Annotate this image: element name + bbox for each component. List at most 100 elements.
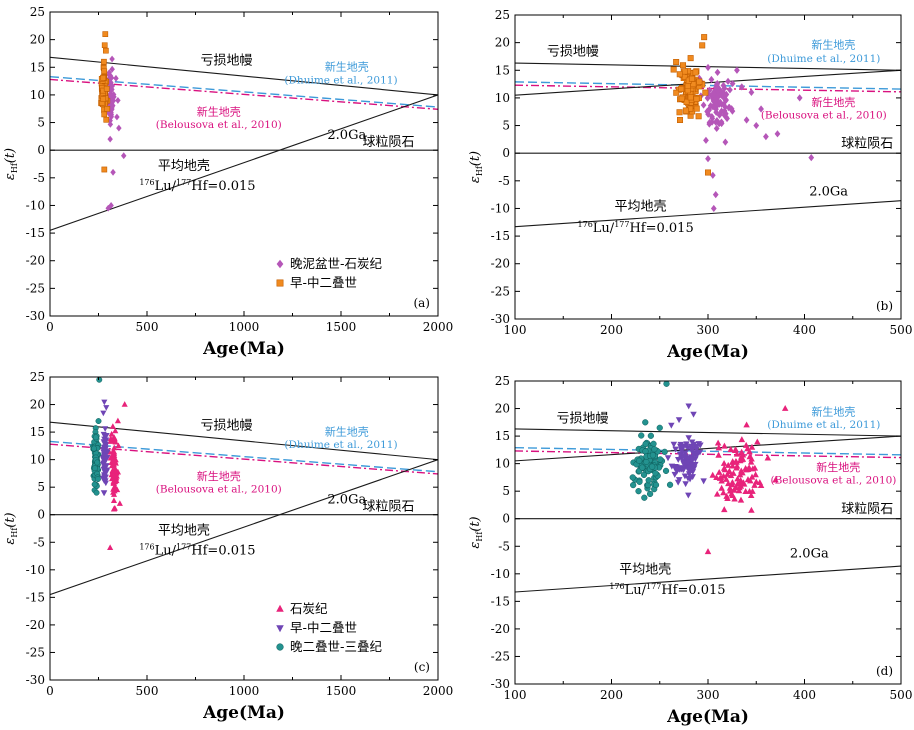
data-point: [91, 465, 98, 472]
x-tick-label: 500: [136, 320, 159, 334]
data-point: [703, 136, 709, 144]
data-point: [635, 488, 642, 495]
y-tick-label: -5: [498, 174, 510, 188]
data-point: [743, 116, 750, 124]
data-point: [675, 417, 683, 424]
y-tick-label: -20: [491, 622, 510, 636]
data-point: [763, 133, 769, 141]
data-point: [642, 419, 649, 426]
data-point: [714, 80, 720, 88]
data-point: [704, 94, 711, 102]
y-tick-label: 15: [30, 60, 45, 74]
data-point: [693, 446, 700, 453]
data-point: [690, 441, 698, 448]
annotation: 新生地壳: [325, 424, 369, 438]
data-point: [105, 204, 111, 212]
data-point: [91, 481, 98, 488]
data-point: [697, 442, 704, 449]
annotation: 176Lu/177Hf=0.015: [139, 178, 255, 194]
annotation: 新生地壳: [811, 38, 855, 52]
data-point: [724, 461, 732, 468]
data-point: [675, 456, 682, 463]
series-1: [664, 403, 707, 499]
data-point: [112, 469, 120, 475]
series-0: [104, 55, 127, 212]
data-point: [680, 62, 687, 69]
data-point: [662, 467, 670, 475]
data-point: [736, 471, 744, 478]
data-point: [747, 492, 755, 499]
panel-c: 0 500 1000 1500 2000 -30 -25 -20 -15 -10 -5 0 5 10 15 2…: [3, 370, 453, 723]
data-point: [738, 448, 745, 455]
data-point: [718, 484, 725, 491]
data-point: [733, 450, 741, 457]
legend-marker: [276, 625, 284, 633]
data-point: [112, 427, 119, 434]
data-point: [681, 473, 689, 480]
y-tick-label: -20: [491, 257, 510, 271]
data-point: [115, 442, 122, 449]
y-tick-label: -10: [491, 567, 510, 581]
data-point: [641, 494, 648, 501]
data-point: [102, 31, 109, 37]
data-point: [689, 474, 696, 481]
y-tick-label: -30: [26, 309, 45, 323]
y-tick-label: -10: [26, 198, 45, 212]
data-point: [116, 124, 122, 132]
annotation: 球粒陨石: [841, 137, 893, 152]
data-point: [111, 448, 118, 455]
data-point: [92, 434, 99, 441]
data-point: [672, 446, 679, 453]
annotation: 176Lu/177Hf=0.015: [578, 220, 694, 236]
data-point: [727, 446, 734, 452]
y-tick-label: 25: [495, 8, 510, 22]
data-point: [121, 152, 127, 160]
data-point: [710, 90, 717, 98]
annotation: (Dhuime et al., 2011): [767, 419, 880, 431]
x-tick-label: 1000: [229, 320, 260, 334]
x-tick-label: 500: [136, 684, 159, 698]
data-point: [716, 111, 723, 119]
data-point: [115, 97, 121, 104]
data-point: [103, 85, 110, 92]
annotation: 2.0Ga: [790, 546, 829, 561]
ref-line-belousova: [515, 450, 901, 459]
panel-label: (d): [876, 664, 893, 678]
data-point: [111, 93, 117, 101]
x-tick-label: 100: [504, 323, 527, 337]
annotation: 平均地壳: [158, 159, 210, 174]
data-point: [738, 83, 745, 91]
y-tick-label: -15: [26, 590, 45, 604]
panel-label: (b): [876, 299, 893, 313]
annotation: 新生地壳: [816, 460, 860, 474]
data-point: [110, 489, 117, 495]
y-tick-label: 5: [37, 480, 45, 494]
x-tick-label: 300: [697, 323, 720, 337]
data-point: [652, 470, 659, 477]
y-tick-label: -20: [26, 254, 45, 268]
legend-marker: [276, 643, 284, 651]
ref-line-mantle_2ga: [515, 69, 901, 96]
data-point: [715, 468, 723, 475]
data-point: [747, 477, 754, 484]
legend-entry: 晚二叠世-三叠纪: [290, 639, 383, 654]
data-point: [687, 55, 694, 62]
data-point: [738, 456, 745, 463]
data-point: [103, 432, 110, 439]
data-point: [753, 121, 760, 130]
ref-line-avg_crust: [515, 565, 901, 593]
data-point: [690, 411, 697, 418]
data-point: [673, 89, 680, 96]
data-point: [101, 42, 108, 49]
annotation: 2.0Ga: [327, 128, 366, 143]
data-point: [96, 377, 103, 383]
data-point: [709, 471, 716, 478]
data-point: [94, 476, 101, 483]
data-point: [685, 435, 692, 442]
legend-entry: 早-中二叠世: [290, 275, 357, 290]
data-point: [652, 481, 660, 489]
data-point: [670, 66, 677, 73]
data-point: [690, 465, 698, 472]
